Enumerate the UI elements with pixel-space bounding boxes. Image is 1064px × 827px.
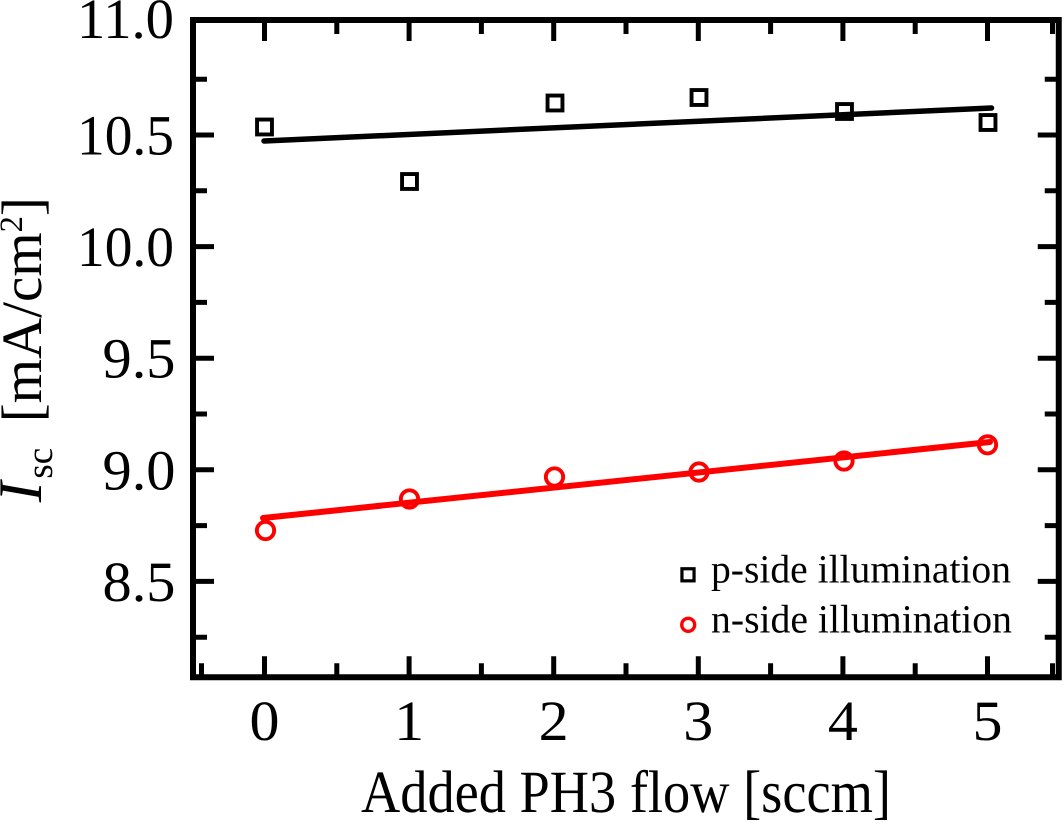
- svg-text:9.5: 9.5: [103, 328, 176, 391]
- svg-text:11.0: 11.0: [77, 0, 174, 51]
- svg-text:n-side illumination: n-side illumination: [711, 597, 1012, 642]
- svg-text:Isc [mA/cm2]: Isc [mA/cm2]: [0, 197, 61, 503]
- svg-text:0: 0: [250, 690, 280, 753]
- svg-text:9.0: 9.0: [103, 439, 176, 502]
- svg-text:10.0: 10.0: [77, 216, 174, 279]
- svg-text:5: 5: [973, 690, 1003, 753]
- svg-text:4: 4: [828, 690, 858, 753]
- svg-text:3: 3: [683, 690, 713, 753]
- svg-text:2: 2: [539, 690, 569, 753]
- svg-text:1: 1: [394, 690, 424, 753]
- svg-text:Added PH3 flow [sccm]: Added PH3 flow [sccm]: [361, 759, 891, 822]
- svg-text:p-side illumination: p-side illumination: [711, 547, 1011, 592]
- svg-text:8.5: 8.5: [103, 551, 176, 614]
- svg-text:10.5: 10.5: [77, 105, 174, 168]
